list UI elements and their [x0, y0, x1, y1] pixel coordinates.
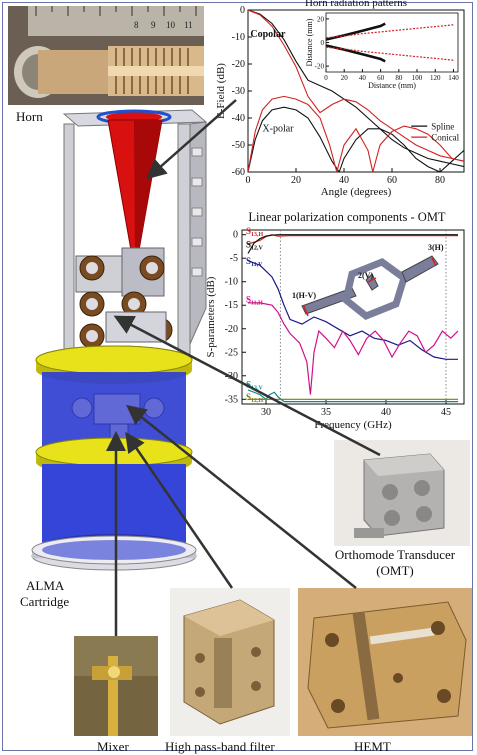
alma-label-line1: ALMA	[26, 578, 65, 593]
figure-frame	[2, 2, 473, 751]
series-label-s12-v: S12,V	[246, 239, 264, 251]
inset-ylabel: Distance (mm)	[305, 18, 314, 66]
chart2-xtick-label: 40	[381, 407, 391, 418]
port2-marker	[367, 277, 377, 283]
chart1-ytick-label: -10	[232, 32, 245, 43]
series-s12-v	[247, 234, 458, 254]
inset-xtick-label: 20	[341, 74, 349, 82]
chart2-ytick-label: -25	[225, 347, 238, 358]
port-label-3: 3(H)	[428, 243, 444, 252]
chart1-ytick-label: -40	[232, 113, 245, 124]
horn-photo: 8 9 10 11	[8, 6, 204, 105]
chart2-xlabel: Frequency (GHz)	[314, 419, 392, 431]
chart1-xlabel: Angle (degrees)	[321, 186, 392, 198]
hemt-photo	[298, 588, 472, 736]
port-label-1: 1(H-V)	[292, 291, 316, 300]
filter-label: High pass-band filter	[165, 739, 275, 754]
chart1-title: Horn radiation patterns	[305, 0, 407, 9]
svg-text:8: 8	[134, 20, 139, 30]
legend-label-conical: Conical	[431, 133, 459, 143]
mixer-photo	[74, 636, 158, 736]
chart2-ytick-label: -30	[225, 371, 238, 382]
chart2-ytick-label: -20	[225, 324, 238, 335]
inset-conical-lower	[325, 46, 454, 61]
chart2-ytick-label: -5	[230, 253, 238, 264]
annotation-xpolar: X-polar	[262, 124, 294, 135]
chart1-ytick-label: 0	[240, 5, 245, 16]
svg-text:10: 10	[166, 20, 176, 30]
series-label-s11-h: S11,H	[246, 294, 263, 306]
chart1-ytick-label: -20	[232, 59, 245, 70]
omt-photo	[334, 440, 470, 546]
alma-label-line2: Cartridge	[20, 594, 70, 609]
annotation-copolar: Copolar	[250, 29, 286, 40]
chart1-xtick-label: 60	[387, 175, 397, 186]
series-spline-copolar	[248, 10, 464, 168]
chart1-ylabel: E-Field (dB)	[215, 63, 227, 119]
hemt-label: HEMT	[354, 739, 391, 754]
svg-text:11: 11	[184, 20, 193, 30]
chart2-ytick-label: -15	[225, 300, 238, 311]
inset-xlabel: Distance (mm)	[368, 81, 416, 90]
chart2-ylabel: S-parameters (dB)	[206, 276, 217, 357]
chart2-ytick-label: -35	[225, 394, 238, 405]
chart1-xtick-label: 80	[435, 175, 445, 186]
chart1-xtick-label: 20	[291, 175, 301, 186]
series-s11-h	[248, 302, 459, 395]
omt-port2-arm	[365, 273, 379, 291]
series-label-s13-h: S13,H	[246, 226, 264, 238]
filter-photo	[170, 588, 290, 736]
horn-radiation-chart: Horn radiation patterns 0 20 40 60 80 0 -10 -20 -…	[215, 0, 465, 198]
omt-port3-arm	[401, 255, 439, 283]
inset-xtick-label: 120	[430, 74, 441, 82]
svg-text:9: 9	[151, 20, 156, 30]
legend-label-spline: Spline	[431, 122, 454, 132]
omt-port1-arm	[301, 287, 357, 315]
inset-ytick-label: 0	[321, 39, 325, 47]
cartridge-drawing	[31, 109, 208, 571]
inset-box	[325, 12, 459, 73]
chart1-xtick-label: 0	[246, 175, 251, 186]
omt-label-line2: (OMT)	[376, 563, 414, 578]
series-spline-x-polar	[248, 106, 464, 172]
chart2-xtick-label: 35	[321, 407, 331, 418]
chart2-xtick-label: 45	[441, 407, 451, 418]
chart1-xtick-label: 40	[339, 175, 349, 186]
chart1-ytick-label: -30	[232, 86, 245, 97]
omt-ring	[342, 258, 409, 321]
series-label-s11-v: S11,V	[246, 256, 263, 268]
inset-xtick-label: 60	[377, 74, 385, 82]
inset-xtick-label: 140	[448, 74, 459, 82]
horn-label: Horn	[16, 109, 43, 124]
omt-sparameter-chart: Linear polarization components - OMT 30 35…	[206, 210, 465, 431]
mixer-label: Mixer	[97, 739, 129, 754]
series-label-s12-h: S12,H	[246, 392, 264, 404]
chart2-ytick-label: 0	[233, 230, 238, 241]
inset-ytick-label: 20	[317, 15, 325, 23]
inset-conical-upper	[325, 24, 454, 39]
series-s13-h	[247, 234, 458, 245]
inset-ytick-label: -20	[315, 63, 325, 71]
chart1-ytick-label: -60	[232, 167, 245, 178]
series-conical-x-polar	[248, 95, 464, 172]
port1-marker	[303, 305, 309, 317]
omt-structure-schematic: 1(H-V) 2(V) 3(H)	[292, 243, 444, 321]
inset-xtick-label: 40	[359, 74, 367, 82]
inset-xtick-label: 80	[395, 74, 403, 82]
inset-xtick-label: 0	[324, 74, 328, 82]
omt-label-line1: Orthomode Transducer	[334, 547, 456, 562]
port3-marker	[431, 257, 437, 267]
chart2-ytick-label: -10	[225, 277, 238, 288]
port-label-2: 2(V)	[358, 271, 373, 280]
chart1-ytick-label: -50	[232, 140, 245, 151]
chart2-axes-box	[241, 229, 465, 405]
inset-xtick-label: 100	[412, 74, 423, 82]
chart2-xtick-label: 30	[261, 407, 271, 418]
series-conical-copolar	[248, 10, 464, 162]
chart2-title: Linear polarization components - OMT	[248, 210, 446, 224]
